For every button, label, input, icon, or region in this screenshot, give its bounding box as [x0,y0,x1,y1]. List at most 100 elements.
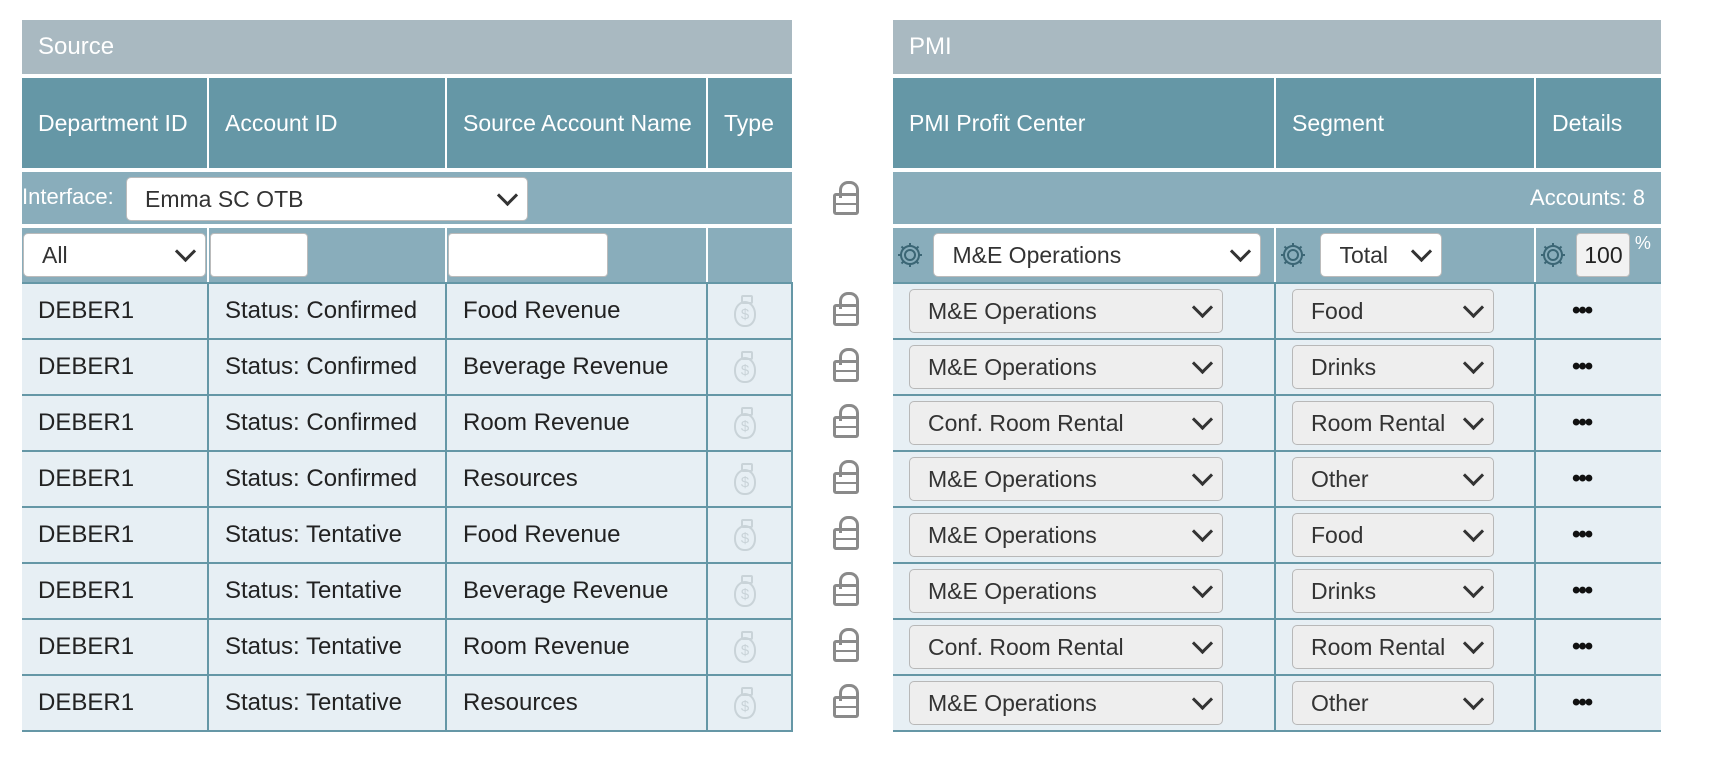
chevron-down-icon [1191,688,1214,711]
account-id-filter-input[interactable] [210,233,308,277]
department-filter-value: All [42,242,68,268]
chevron-down-icon [1191,520,1214,543]
column-header-source-account-name[interactable]: Source Account Name [446,74,708,172]
more-dots-icon[interactable]: ••• [1572,409,1593,436]
bulk-profit-center-select[interactable]: M&E Operations [933,233,1262,277]
pmi-panel: PMI PMI Profit Center Segment Details Ac… [893,20,1661,732]
lock-icon[interactable] [833,684,859,718]
chevron-down-icon [1462,520,1485,543]
source-account-name-filter-input[interactable] [448,233,608,277]
source-account-name-cell: Room Revenue [446,619,708,676]
source-account-name-cell: Resources [446,675,708,732]
department-filter-select[interactable]: All [23,233,206,277]
chevron-down-icon [1191,408,1214,431]
lock-icon[interactable] [833,460,859,494]
interface-select[interactable]: Emma SC OTB [126,177,528,221]
segment-value: Drinks [1311,354,1377,380]
lock-icon[interactable] [833,181,859,215]
pmi-row: M&E Operations Other ••• [893,675,1661,732]
profit-center-select[interactable]: Conf. Room Rental [909,625,1223,669]
account-id-cell: Status: Tentative [208,619,447,676]
source-row: DEBER1 Status: Tentative Food Revenue $ [22,507,793,564]
segment-select[interactable]: Food [1292,513,1494,557]
lock-column [820,0,880,780]
type-cell: $ [707,675,793,732]
column-header-account-id[interactable]: Account ID [208,74,447,172]
more-dots-icon[interactable]: ••• [1572,521,1593,548]
segment-select[interactable]: Drinks [1292,569,1494,613]
profit-center-select[interactable]: M&E Operations [909,569,1223,613]
pmi-row: Conf. Room Rental Room Rental ••• [893,619,1661,676]
column-header-segment[interactable]: Segment [1275,74,1536,172]
money-bag-icon: $ [734,575,756,607]
type-cell: $ [707,451,793,508]
lock-icon[interactable] [833,348,859,382]
segment-value: Food [1311,522,1364,548]
lock-icon[interactable] [833,572,859,606]
lock-icon[interactable] [833,516,859,550]
department-id-cell: DEBER1 [22,451,209,508]
money-bag-icon: $ [734,463,756,495]
percent-sign: % [1634,233,1651,253]
chevron-down-icon [1462,632,1485,655]
bulk-segment-value: Total [1339,242,1389,268]
segment-cell: Other [1275,451,1536,508]
profit-center-value: M&E Operations [928,354,1097,380]
segment-select[interactable]: Room Rental [1292,625,1494,669]
segment-select[interactable]: Room Rental [1292,401,1494,445]
more-dots-icon[interactable]: ••• [1572,297,1593,324]
segment-select[interactable]: Other [1292,457,1494,501]
source-account-name-cell: Resources [446,451,708,508]
pmi-header-row: PMI Profit Center Segment Details [893,74,1661,172]
lock-icon[interactable] [833,292,859,326]
more-dots-icon[interactable]: ••• [1572,465,1593,492]
account-id-cell: Status: Tentative [208,563,447,620]
more-dots-icon[interactable]: ••• [1572,577,1593,604]
bulk-percent-input[interactable]: 100 [1576,233,1631,277]
more-dots-icon[interactable]: ••• [1572,633,1593,660]
lock-icon[interactable] [833,628,859,662]
column-header-pmi-profit-center[interactable]: PMI Profit Center [893,74,1276,172]
more-dots-icon[interactable]: ••• [1572,353,1593,380]
column-header-type[interactable]: Type [707,74,792,172]
source-account-name-cell: Food Revenue [446,282,708,340]
chevron-down-icon [1191,632,1214,655]
gear-icon[interactable] [1538,240,1568,270]
segment-cell: Food [1275,507,1536,564]
source-account-name-cell: Room Revenue [446,395,708,452]
lock-icon[interactable] [833,404,859,438]
profit-center-select[interactable]: M&E Operations [909,457,1223,501]
profit-center-value: M&E Operations [928,298,1097,324]
profit-center-select[interactable]: M&E Operations [909,289,1223,333]
profit-center-select[interactable]: M&E Operations [909,681,1223,725]
chevron-down-icon [1462,408,1485,431]
details-cell: ••• [1535,339,1661,396]
gear-icon[interactable] [895,240,925,270]
profit-center-select[interactable]: Conf. Room Rental [909,401,1223,445]
account-id-cell: Status: Confirmed [208,282,447,340]
column-header-department-id[interactable]: Department ID [22,74,209,172]
chevron-down-icon [1230,240,1252,263]
department-id-cell: DEBER1 [22,339,209,396]
details-cell: ••• [1535,619,1661,676]
more-dots-icon[interactable]: ••• [1572,689,1593,716]
profit-center-select[interactable]: M&E Operations [909,345,1223,389]
bulk-profit-center-value: M&E Operations [952,242,1122,268]
segment-select[interactable]: Other [1292,681,1494,725]
type-cell: $ [707,507,793,564]
profit-center-cell: Conf. Room Rental [893,395,1276,452]
column-header-details[interactable]: Details [1535,74,1661,172]
profit-center-select[interactable]: M&E Operations [909,513,1223,557]
segment-select[interactable]: Drinks [1292,345,1494,389]
accounts-row: Accounts: 8 [893,170,1661,228]
segment-select[interactable]: Food [1292,289,1494,333]
bulk-segment-select[interactable]: Total [1320,233,1443,277]
pmi-row: M&E Operations Drinks ••• [893,339,1661,396]
chevron-down-icon [1191,464,1214,487]
chevron-down-icon [1462,576,1485,599]
source-account-name-cell: Food Revenue [446,507,708,564]
profit-center-value: M&E Operations [928,466,1097,492]
gear-icon[interactable] [1278,240,1308,270]
profit-center-value: M&E Operations [928,690,1097,716]
